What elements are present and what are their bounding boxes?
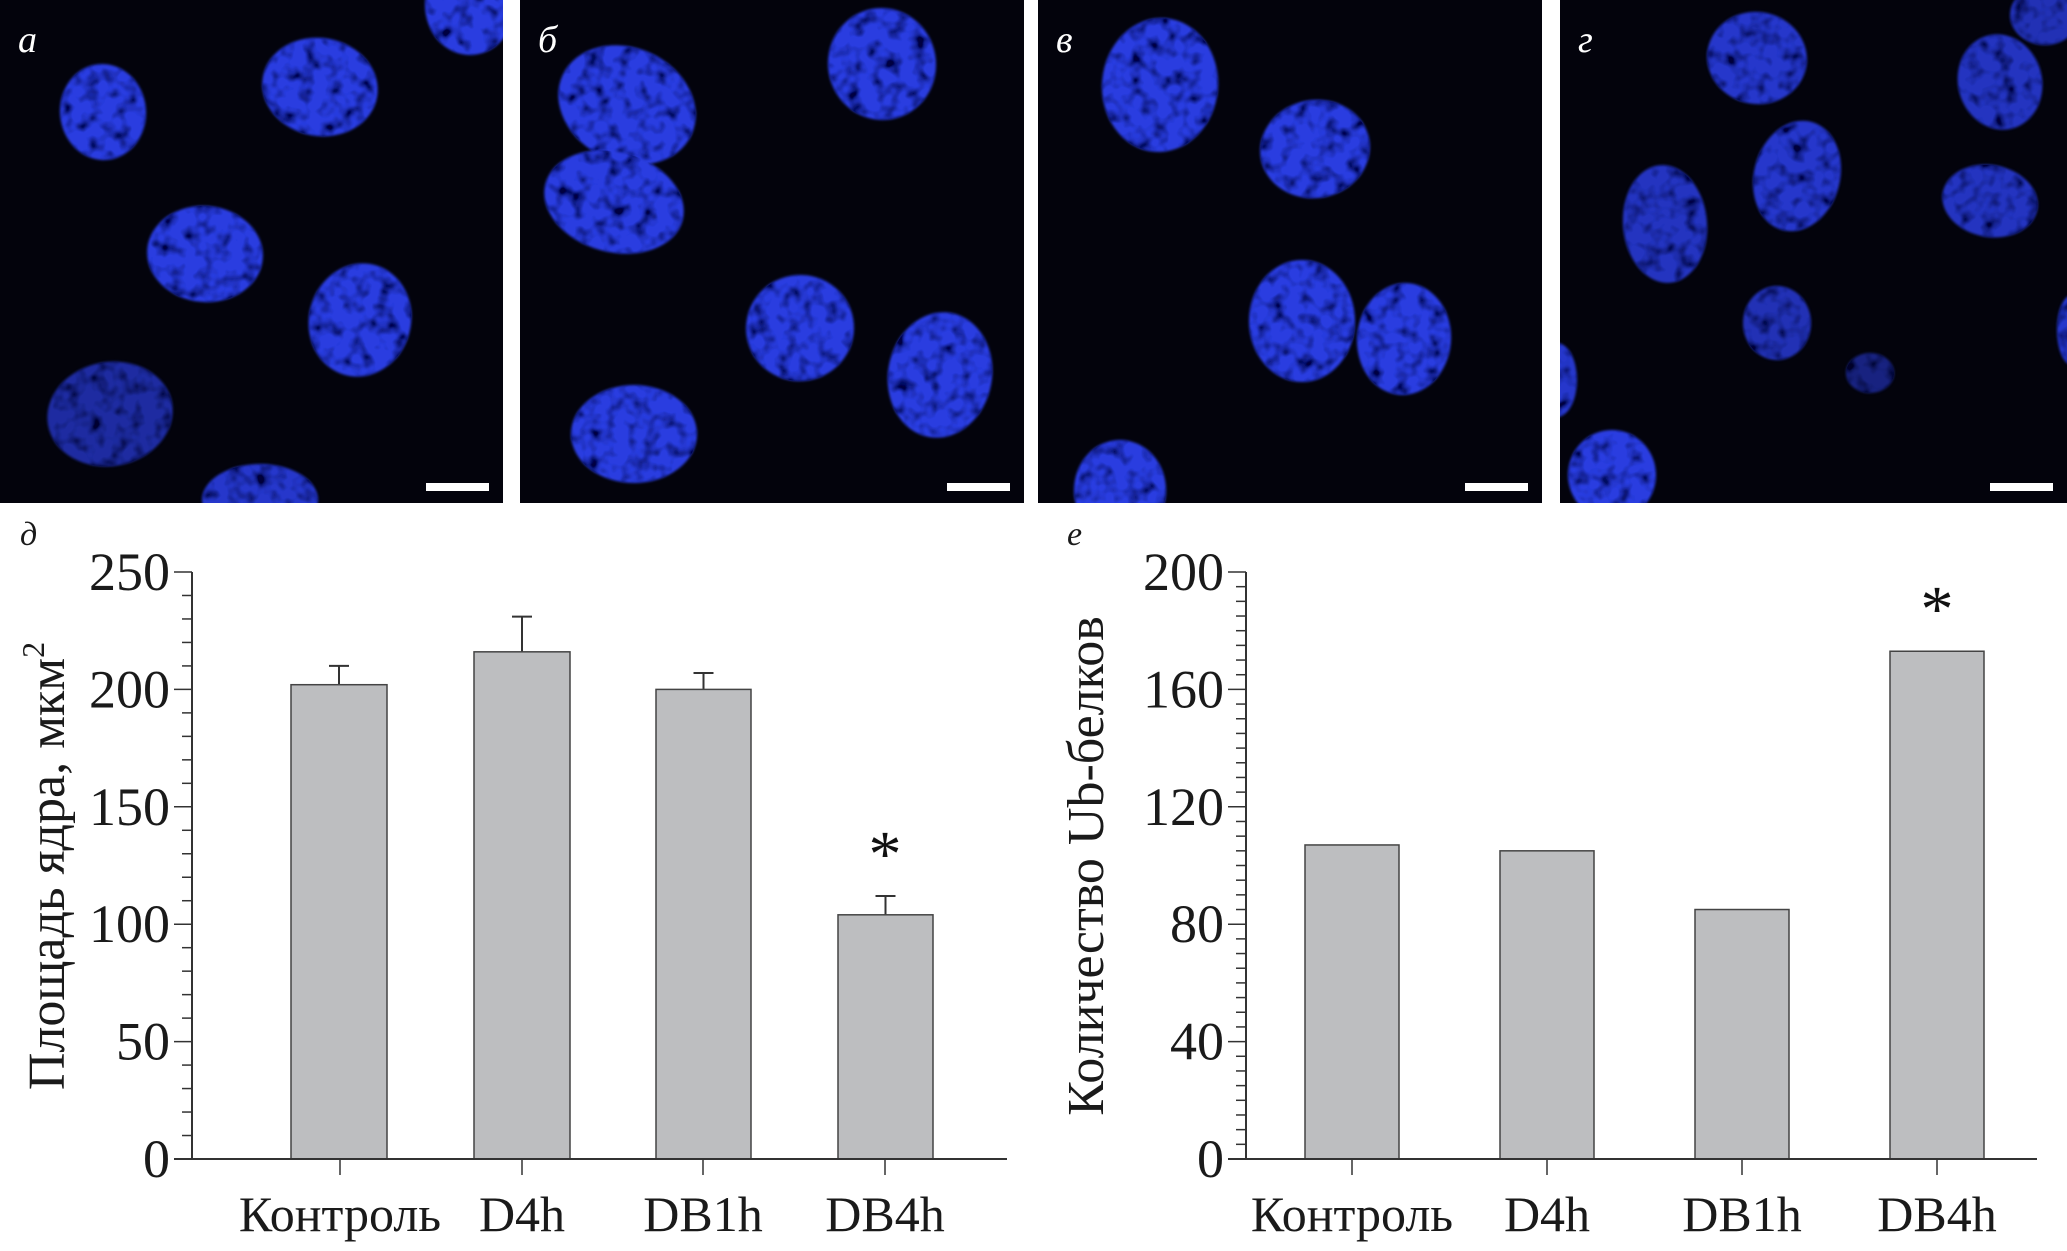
cell-nucleus	[1743, 286, 1811, 360]
micrograph-panel: а	[0, 0, 503, 503]
cell-nucleus	[746, 274, 854, 382]
micrograph-panel: г	[1560, 0, 2067, 503]
cell-nucleus	[1249, 260, 1355, 382]
significance-asterisk: *	[869, 818, 902, 891]
bar-Контроль	[1304, 844, 1400, 1160]
scale-bar	[426, 483, 489, 491]
cell-nucleus	[2057, 297, 2067, 363]
cell-nucleus	[1846, 353, 1894, 393]
cell-nucleus	[1074, 440, 1166, 503]
y-tick-label: 250	[89, 542, 170, 602]
x-tick-label: DB1h	[1682, 1186, 1801, 1242]
micrograph-row: а б в г	[0, 0, 2067, 503]
cell-nucleus	[1622, 165, 1708, 283]
cell-nucleus	[2010, 0, 2067, 45]
cell-nucleus	[47, 361, 173, 467]
y-tick-label: 200	[1143, 542, 1224, 602]
x-tick-label: DB4h	[1877, 1186, 1996, 1242]
y-axis-label-text: Площадь ядра, мкм	[19, 658, 76, 1090]
cell-nucleus	[571, 385, 697, 483]
cell-nucleus	[544, 150, 684, 254]
bar-D4h	[473, 651, 571, 1160]
y-tick-label: 80	[1170, 894, 1224, 954]
y-tick-label: 200	[89, 659, 170, 719]
x-tick-label: DB4h	[825, 1186, 944, 1242]
x-tick-label: DB1h	[643, 1186, 762, 1242]
cell-nucleus	[827, 8, 937, 120]
cell-nucleus	[59, 64, 147, 160]
panel-label: в	[1056, 19, 1073, 61]
cell-nucleus	[308, 263, 412, 377]
cell-nucleus	[558, 45, 696, 165]
bar-D4h	[1499, 850, 1595, 1160]
y-axis-label: Количество Ub-белков	[1058, 616, 1115, 1116]
cell-nucleus	[1101, 18, 1219, 152]
x-tick-label: Контроль	[1251, 1186, 1453, 1242]
y-tick-label: 100	[89, 894, 170, 954]
chart-nucleus-area: д Площадь ядра, мкм2 0 50 100 150 200 250 Конт…	[15, 516, 1007, 1242]
y-tick-label: 120	[1143, 777, 1224, 837]
scale-bar	[1990, 483, 2053, 491]
cell-nucleus	[1260, 99, 1370, 199]
cell-nucleus	[147, 205, 263, 303]
bar-DB4h	[1889, 650, 1985, 1160]
x-tick-label: Контроль	[239, 1186, 441, 1242]
panel-label-d: д	[20, 516, 37, 553]
bar-DB4h	[837, 914, 934, 1160]
cell-nucleus	[1707, 11, 1807, 105]
scale-bar	[1465, 483, 1528, 491]
micrograph-panel: в	[1038, 0, 1542, 503]
chart-ub-proteins: е Количество Ub-белков 0 40 80 120 160 200 Кон…	[1058, 516, 2037, 1242]
bar-DB1h	[1694, 908, 1790, 1160]
x-tick-label: D4h	[479, 1186, 565, 1242]
y-tick-label: 40	[1170, 1012, 1224, 1072]
cell-nucleus	[1753, 120, 1841, 232]
y-axis-label: Площадь ядра, мкм2	[15, 642, 76, 1090]
micrograph-panel: б	[520, 0, 1024, 503]
panel-label: а	[18, 19, 37, 61]
cell-nucleus	[887, 312, 993, 438]
cell-nucleus	[1942, 164, 2038, 238]
cell-nucleus	[262, 37, 378, 137]
cell-nucleus	[425, 0, 503, 55]
scale-bar	[947, 483, 1010, 491]
bar-DB1h	[655, 688, 752, 1160]
y-tick-label: 0	[143, 1129, 170, 1189]
cell-nucleus	[202, 464, 318, 503]
y-tick-label: 50	[116, 1012, 170, 1072]
panel-label-e: е	[1067, 516, 1082, 553]
x-tick-label: D4h	[1504, 1186, 1590, 1242]
y-tick-label: 0	[1197, 1129, 1224, 1189]
panel-label: г	[1578, 19, 1593, 61]
cell-nucleus	[1356, 283, 1452, 395]
y-tick-label: 160	[1143, 659, 1224, 719]
y-tick-label: 150	[89, 777, 170, 837]
cell-nucleus	[1957, 34, 2043, 130]
bar-Контроль	[290, 683, 388, 1160]
significance-asterisk: *	[1921, 573, 1954, 646]
cell-nucleus	[1568, 430, 1656, 503]
cell-nucleus	[1560, 343, 1577, 417]
y-axis-label-superscript: 2	[15, 642, 51, 658]
panel-label: б	[538, 19, 559, 61]
